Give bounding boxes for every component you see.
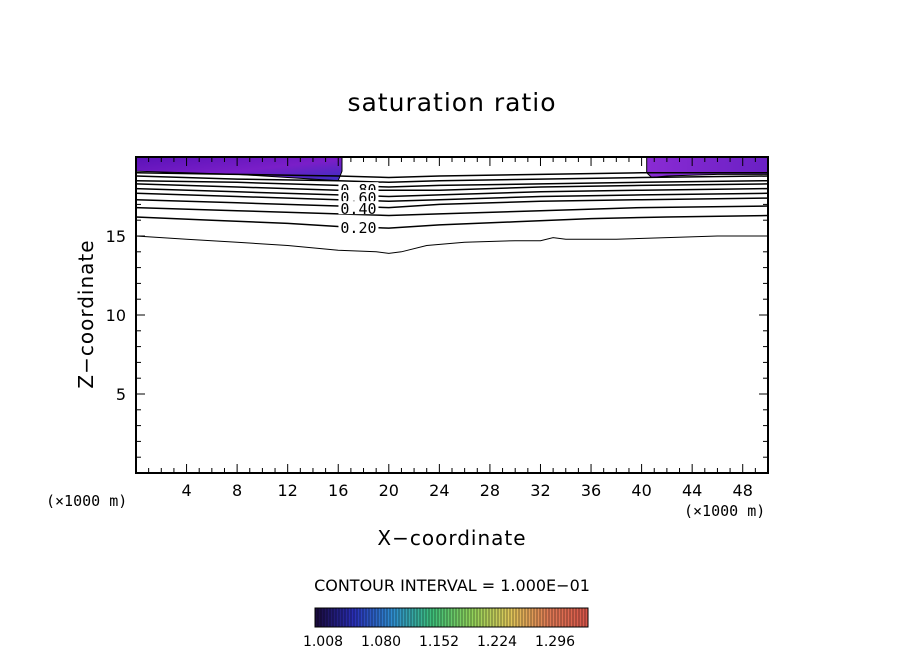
x-tick-label: 48 [733, 481, 753, 500]
x-unit-right: (×1000 m) [684, 502, 766, 520]
contour-line-0.5 [135, 192, 769, 202]
x-tick-label: 20 [379, 481, 399, 500]
colorbar-tick-label: 1.008 [303, 634, 343, 650]
chart-title: saturation ratio [347, 88, 557, 117]
contour-line-0.7 [135, 183, 769, 191]
x-unit-left: (×1000 m) [46, 492, 128, 510]
contour-line-1 [135, 172, 768, 179]
contour-line-0.2 [135, 214, 769, 229]
filled-region-supersaturated-right [646, 156, 769, 179]
y-axis-label: Z−coordinate [74, 239, 98, 389]
contour-labels: 0.800.600.400.20 [338, 181, 379, 237]
contour-line-0.3 [135, 205, 769, 217]
y-tick-label: 10 [106, 306, 126, 325]
contour-line-0.1 [135, 235, 768, 254]
contour-label: 0.40 [340, 200, 376, 218]
x-tick-label: 40 [631, 481, 651, 500]
contour-label-bg [338, 220, 379, 234]
colorbar-tick-label: 1.080 [361, 634, 401, 650]
x-tick-labels: 4 8 12 16 20 24 28 32 36 40 44 48 [181, 481, 752, 500]
x-tick-label: 44 [682, 481, 702, 500]
x-tick-label: 12 [278, 481, 298, 500]
y-tick-label: 15 [106, 227, 126, 246]
x-tick-label: 4 [181, 481, 191, 500]
contour-label-bg [338, 201, 379, 215]
contour-label-bg [338, 190, 379, 204]
x-axis-label: X−coordinate [377, 526, 527, 550]
x-tick-label: 32 [530, 481, 550, 500]
x-tick-label: 28 [480, 481, 500, 500]
colorbar-tick-label: 1.152 [419, 634, 459, 650]
contour-line-0.9 [135, 175, 769, 184]
colorbar-tick-label: 1.224 [477, 634, 517, 650]
y-tick-labels: 5 10 15 [106, 227, 126, 404]
axis-ticks [136, 157, 768, 473]
colorbar-strip [314, 607, 589, 628]
x-tick-label: 36 [581, 481, 601, 500]
contour-interval-text: CONTOUR INTERVAL = 1.000E−01 [314, 576, 590, 595]
contour-lines [135, 172, 769, 254]
contour-label: 0.20 [340, 219, 376, 237]
colorbar: 1.008 1.080 1.152 1.224 1.296 [303, 607, 589, 650]
x-tick-label: 24 [429, 481, 449, 500]
contour-line-0.8 [135, 179, 769, 188]
x-tick-label: 16 [328, 481, 348, 500]
contour-line-0.6 [135, 187, 769, 198]
colorbar-tick-label: 1.296 [535, 634, 575, 650]
x-tick-label: 8 [232, 481, 242, 500]
contour-line-0.4 [135, 197, 769, 209]
y-tick-label: 5 [116, 385, 126, 404]
